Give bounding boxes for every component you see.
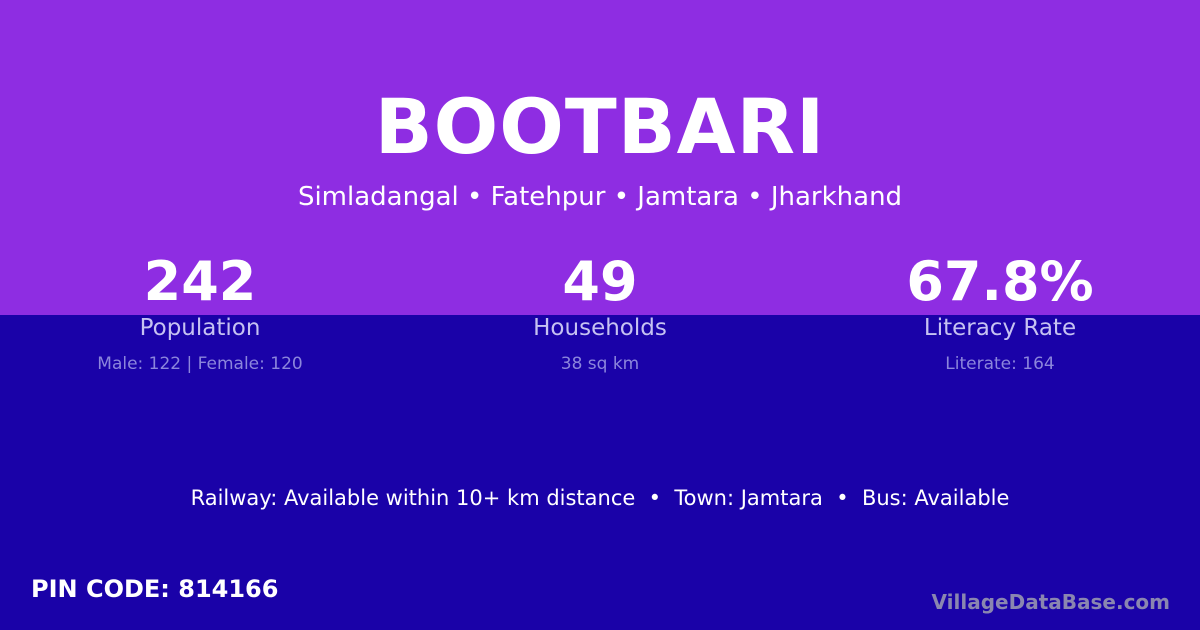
stat-label: Literacy Rate (923, 315, 1077, 341)
header-background (0, 0, 1200, 315)
stat-label: Households (533, 315, 667, 341)
stat-value: 242 (143, 250, 257, 313)
body-background (0, 315, 1200, 630)
location-breadcrumb: Simladangal • Fatehpur • Jamtara • Jhark… (297, 182, 903, 212)
village-name: BOOTBARI (374, 82, 826, 171)
stat-value: 67.8% (906, 250, 1094, 313)
brand-watermark: VillageDataBase.com (931, 590, 1170, 614)
stat-detail: Male: 122 | Female: 120 (97, 354, 303, 374)
connectivity-facts: Railway: Available within 10+ km distanc… (190, 486, 1010, 510)
stat-detail: Literate: 164 (945, 354, 1055, 374)
pin-code: PIN CODE: 814166 (31, 575, 279, 603)
stat-detail: 38 sq km (560, 354, 640, 374)
stat-value: 49 (562, 250, 638, 313)
stat-label: Population (139, 315, 261, 341)
